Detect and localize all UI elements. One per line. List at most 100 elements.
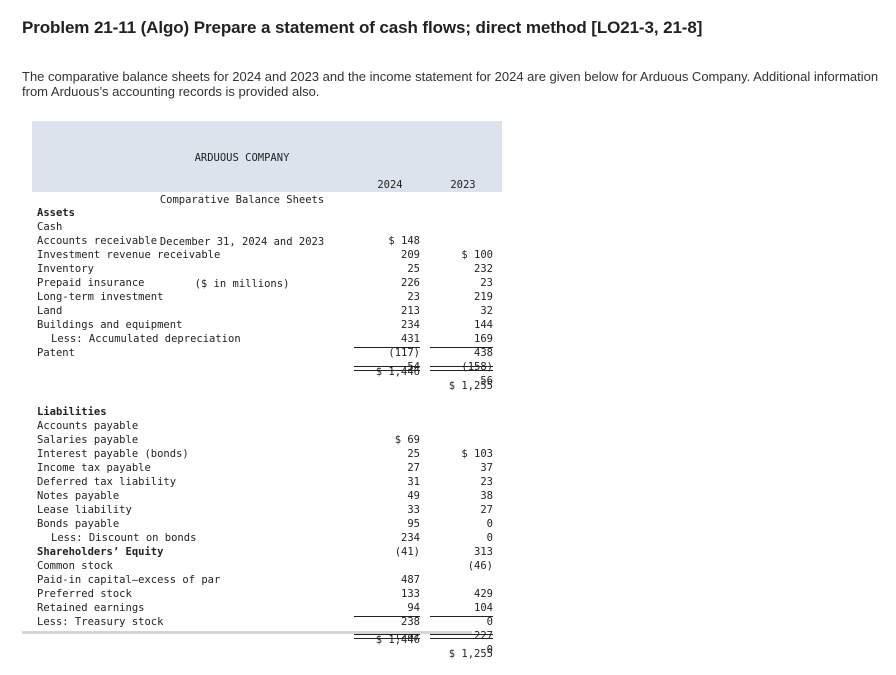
subtotal-rule [354, 616, 420, 617]
column-header-2024: 2024 [377, 179, 403, 191]
value-2023: $ 100 [461, 249, 493, 261]
value-2024: 33 [407, 504, 420, 516]
value-2024: 133 [401, 588, 420, 600]
row-label: Accounts receivable [37, 235, 158, 247]
row-label: Prepaid insurance [37, 277, 145, 289]
total-double-rule [430, 366, 493, 371]
row-label: Retained earnings [37, 602, 145, 614]
value-2023: 32 [480, 305, 493, 317]
value-2024: 23 [407, 291, 420, 303]
table-row: Land 234 169 [32, 290, 502, 345]
table-row: Less: Accumulated depreciation (117) (15… [32, 318, 502, 373]
value-2024: 213 [401, 305, 420, 317]
table-row: Patent 54 56 [32, 332, 502, 387]
value-2023: 38 [480, 490, 493, 502]
value-2024: (41) [394, 546, 420, 558]
table-row: Inventory 226 219 [32, 248, 502, 303]
column-header-2023: 2023 [450, 179, 476, 191]
value-2024: $ 148 [388, 235, 420, 247]
row-label: Less: Discount on bonds [51, 532, 197, 544]
row-label: Lease liability [37, 504, 132, 516]
table-row: Income tax payable 31 38 [32, 447, 502, 502]
table-row: Retained earnings 238 227 [32, 587, 502, 642]
balance-sheet-table: ARDUOUS COMPANY Comparative Balance Shee… [32, 121, 502, 660]
row-label: Buildings and equipment [37, 319, 183, 331]
row-label: Income tax payable [37, 462, 151, 474]
table-row: Buildings and equipment 431 438 [32, 304, 502, 359]
value-2024: 25 [407, 448, 420, 460]
value-2024: 431 [401, 333, 420, 345]
section-divider [22, 631, 472, 634]
table-row: Long-term investment 213 144 [32, 276, 502, 331]
value-2024: 95 [407, 518, 420, 530]
total-liab-equity-2023: $ 1,255 [448, 648, 493, 660]
row-label: Preferred stock [37, 588, 132, 600]
value-2023: 0 [486, 532, 493, 544]
statement-name: Comparative Balance Sheets [159, 194, 325, 206]
equity-heading: Shareholders’ Equity [37, 546, 164, 558]
table-row: Preferred stock 94 0 [32, 573, 502, 628]
row-label: Less: Accumulated depreciation [51, 333, 241, 345]
row-label: Paid-in capital—excess of par [37, 574, 221, 586]
value-2024: 487 [401, 574, 420, 586]
row-label: Long-term investment [37, 291, 164, 303]
value-2023: (46) [467, 560, 493, 572]
value-2024: 234 [401, 532, 420, 544]
row-label: Salaries payable [37, 434, 139, 446]
value-2024: 25 [407, 263, 420, 275]
value-2023: 219 [474, 291, 493, 303]
value-2023: 56 [480, 375, 493, 387]
table-row: Cash $ 148 $ 100 [32, 206, 502, 261]
row-label: Accounts payable [37, 420, 139, 432]
value-2024: $ 69 [394, 434, 420, 446]
value-2023: 23 [480, 277, 493, 289]
value-2023: 27 [480, 504, 493, 516]
value-2023: 0 [486, 616, 493, 628]
row-label: Patent [37, 347, 75, 359]
total-assets-2024: $ 1,446 [375, 366, 420, 378]
value-2024: 31 [407, 476, 420, 488]
table-row: Investment revenue receivable 25 23 [32, 234, 502, 289]
table-row: Interest payable (bonds) 27 23 [32, 433, 502, 488]
value-2023: 232 [474, 263, 493, 275]
value-2024: 238 [401, 616, 420, 628]
value-2023: 438 [474, 347, 493, 359]
table-row: Less: Treasury stock (28) 0 [32, 601, 502, 656]
value-2023: 313 [474, 546, 493, 558]
table-row: Accounts receivable 209 232 [32, 220, 502, 275]
table-row: Less: Discount on bonds (41) (46) [32, 517, 502, 572]
value-2024: 209 [401, 249, 420, 261]
total-assets-2023: $ 1,255 [448, 380, 493, 392]
table-row: Deferred tax liability 49 27 [32, 461, 502, 516]
liabilities-heading: Liabilities [37, 406, 107, 418]
value-2024: 226 [401, 277, 420, 289]
table-row: Lease liability 95 0 [32, 489, 502, 544]
assets-heading: Assets [37, 207, 75, 219]
value-2024: 234 [401, 319, 420, 331]
problem-intro: The comparative balance sheets for 2024 … [22, 69, 879, 99]
total-double-rule [354, 366, 420, 371]
table-row: Bonds payable 234 313 [32, 503, 502, 558]
subtotal-rule [430, 347, 493, 348]
table-row: Notes payable 33 0 [32, 475, 502, 530]
table-row: Paid-in capital—excess of par 133 104 [32, 559, 502, 614]
subtotal-rule [354, 347, 420, 348]
subtotal-rule [430, 616, 493, 617]
row-label: Interest payable (bonds) [37, 448, 189, 460]
problem-title: Problem 21-11 (Algo) Prepare a statement… [22, 18, 703, 37]
value-2023: 169 [474, 333, 493, 345]
value-2023: 0 [486, 518, 493, 530]
row-label: Bonds payable [37, 518, 120, 530]
row-label: Inventory [37, 263, 94, 275]
value-2024: 94 [407, 602, 420, 614]
value-2023: 429 [474, 588, 493, 600]
table-row: Common stock 487 429 [32, 545, 502, 600]
table-row: Salaries payable 25 37 [32, 419, 502, 474]
value-2023: 37 [480, 462, 493, 474]
table-row: Accounts payable $ 69 $ 103 [32, 405, 502, 460]
row-label: Less: Treasury stock [37, 616, 164, 628]
value-2024: 49 [407, 490, 420, 502]
statement-date: December 31, 2024 and 2023 [159, 236, 325, 248]
row-label: Land [37, 305, 63, 317]
value-2024: (117) [388, 347, 420, 359]
